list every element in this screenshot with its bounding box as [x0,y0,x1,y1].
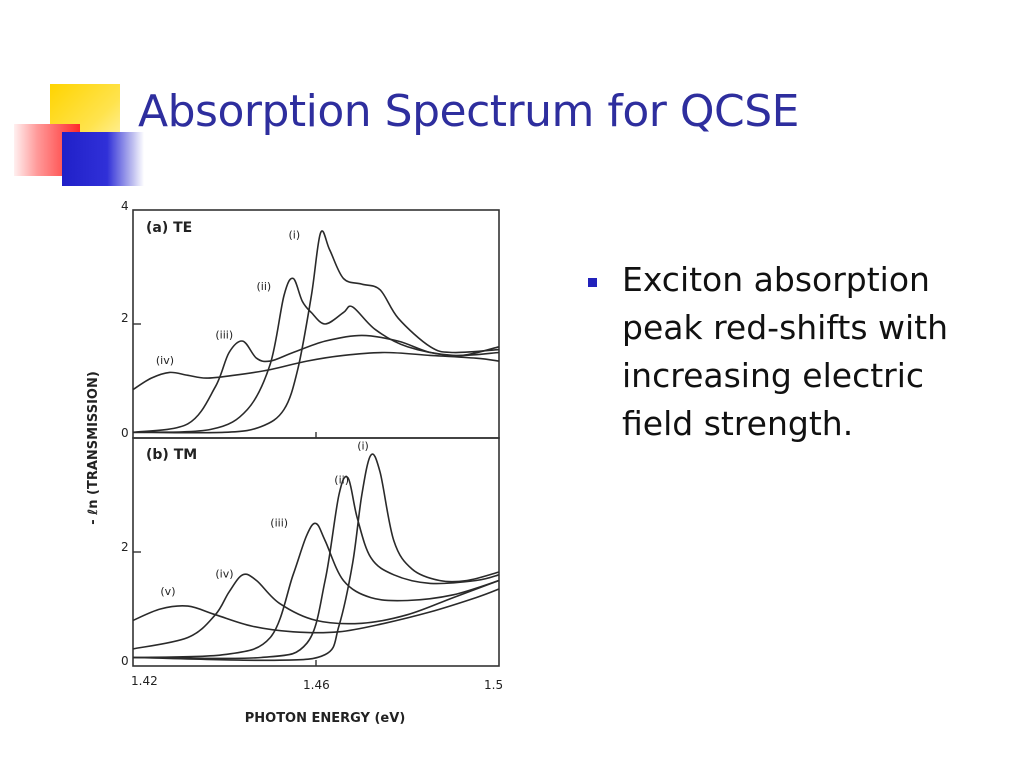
panel-b-label: (b) TM [146,447,197,463]
slide-title: Absorption Spectrum for QCSE [138,86,799,137]
panel-a-series-2-line [132,277,500,434]
panel-a-series-1-line [132,230,500,434]
panel-b-series-4-label: (iv) [215,568,233,581]
bullet-text: Exciton absorption peak red-shifts with … [622,260,949,443]
bullet-marker [588,278,597,287]
panel-b-ytick-0: 0 [121,654,129,668]
x-axis-title: PHOTON ENERGY (eV) [245,711,406,726]
panel-a-ytick-4: 4 [121,199,129,213]
y-axis-title: - ℓn (TRANSMISSION) [86,371,101,525]
panel-a-series-4-label: (iv) [156,354,174,367]
panel-b-series-4-line [132,573,500,650]
panel-b-series-1-line [132,453,500,662]
panel-b-series-5-line [132,588,500,634]
panel-a-series-3-label: (iii) [215,328,233,341]
panel-b-series-3-line [132,522,500,659]
panel-b-series-2-line [132,475,500,660]
panel-b-series-2-label: (ii) [334,474,349,487]
panel-a-ytick-2: 2 [121,311,129,325]
panel-b-frame [132,437,500,667]
chart-curves: (i) (ii) (iii) (iv) (i) (ii) (iii) (iv) (v) [132,229,500,662]
panel-b-series-3-label: (iii) [270,516,288,529]
panel-b-ytick-2: 2 [121,540,129,554]
panel-a-label: (a) TE [146,220,192,236]
panel-a-series-4-line [132,351,500,391]
panel-a-series-3-line [132,334,500,434]
xtick-1.42: 1.42 [131,674,158,688]
panel-a-series-2-label: (ii) [257,280,272,293]
xtick-1.46: 1.46 [303,678,330,692]
panel-b-series-5-label: (v) [160,585,175,598]
panel-a-ytick-0: 0 [121,426,129,440]
decorative-blue-square [62,132,144,186]
panel-a-series-1-label: (i) [289,229,301,242]
panel-a-frame [132,209,500,439]
xtick-1.5: 1.5 [484,678,503,692]
panel-b-series-1-label: (i) [357,439,369,452]
